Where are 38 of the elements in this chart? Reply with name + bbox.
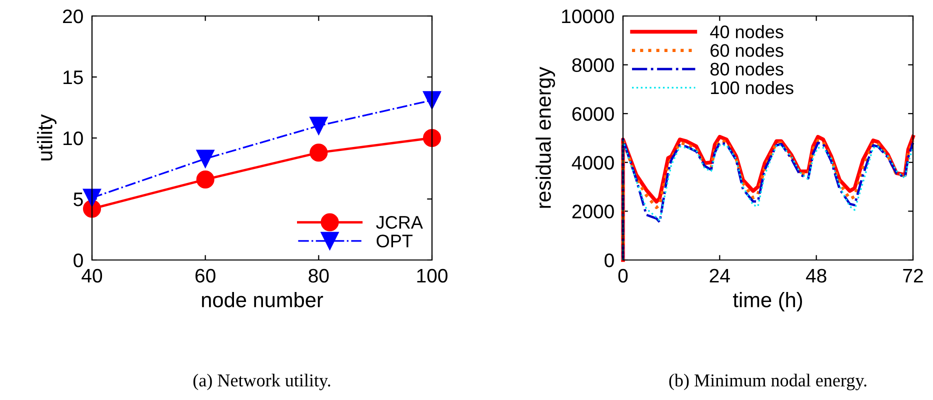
legend-label: 100 nodes [711,80,794,94]
y-tick-label: 20 [63,9,83,24]
y-tick-label: 0 [74,253,83,268]
x-tick-label: 100 [417,268,448,283]
x-tick-label: 40 [82,268,102,283]
x-axis-title: node number [202,292,324,308]
point [196,170,214,189]
legend-label: 80 nodes [710,62,784,76]
y-tick-label: 15 [64,70,83,84]
x-tick-label: 60 [196,268,216,283]
point [310,144,328,162]
y-tick-label: 10000 [562,9,614,24]
y-tick-label: 0 [604,253,614,268]
y-axis-title: residual energy [536,66,556,208]
x-tick-label: 0 [618,268,628,283]
point [310,116,328,135]
y-axis-title: utility [37,114,56,160]
x-tick-label: 80 [308,268,329,283]
legend-label: JCRA [376,216,423,229]
y-tick-label: 5 [74,192,83,206]
legend-label: 60 nodes [710,44,784,57]
x-tick-label: 24 [710,268,730,282]
x-tick-label: 72 [903,268,923,282]
y-tick-label: 8000 [572,58,614,72]
point [196,150,214,168]
legend-label: OPT [376,234,413,248]
legend-label: 40 nodes [710,25,784,38]
y-tick-label: 10 [64,131,83,146]
point [82,188,102,207]
text: (a) Network utility. [193,374,330,390]
x-tick-label: 48 [806,268,826,283]
text: (b) Minimum nodal energy. [669,374,866,390]
y-tick-label: 6000 [572,107,614,121]
y-tick-label: 2000 [572,204,614,218]
point [422,91,442,110]
x-axis-title: time (h) [733,292,802,312]
point [422,128,442,148]
y-tick-label: 4000 [572,156,614,170]
